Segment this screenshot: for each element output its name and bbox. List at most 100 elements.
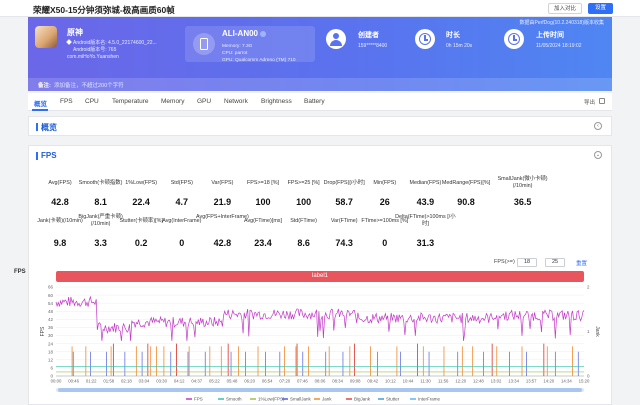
fps-threshold-max-input[interactable]: 25 (545, 258, 565, 267)
tab-gpu[interactable]: GPU (197, 98, 212, 105)
active-tab-indicator (32, 109, 48, 111)
metric-label: Delta(FTime)>100ms [/小时] (395, 214, 456, 227)
tab-cpu[interactable]: CPU (85, 98, 99, 105)
duration-label: 时长 (446, 32, 460, 39)
metric-value: 26 (379, 197, 390, 207)
upload-label: 上传时间 (536, 32, 564, 39)
metric-label: Std(FPS) (170, 180, 193, 186)
metric-value: 74.3 (335, 238, 353, 248)
tab-network[interactable]: Network (224, 98, 248, 105)
android-version-name: Android版本名: 4.5.0_22174600_22... (73, 40, 157, 46)
metric-value: 21.9 (213, 197, 232, 207)
time-range-handle[interactable] (58, 388, 582, 392)
metric-value: 42.8 (213, 238, 232, 248)
metric-value: 42.8 (51, 197, 69, 207)
metric-label: Avg(FTime)[ms] (243, 218, 283, 224)
metric-label: Var(FPS) (211, 180, 234, 186)
device-cpu: CPU: parrot (222, 51, 248, 56)
metric-label: FPS>=25 [%] (287, 180, 320, 186)
metric-label: 1%Low(FPS) (125, 180, 158, 186)
phone-icon (193, 33, 215, 55)
add-compare-button[interactable]: 加入对比 (548, 3, 583, 14)
overview-title: 概览 (41, 123, 57, 132)
metric-label: Min(FPS) (373, 180, 397, 186)
metric-value: 58.7 (335, 197, 353, 207)
panel-accent (36, 152, 38, 160)
metric-value: 8.6 (297, 238, 310, 248)
label-bar[interactable]: label1 (56, 271, 584, 282)
device-memory: Memory: 7.3G (222, 44, 253, 49)
metric-label: BigJank(严重卡顿)(/10min) (78, 214, 123, 227)
notes-bar[interactable]: 备注: 添加备注，不超过200个字符 (28, 78, 612, 91)
metric-label: FTime>=100ms [%] (361, 218, 409, 224)
tab-battery[interactable]: Battery (304, 98, 325, 105)
metric-label: Jank(卡顿)(/10min) (37, 218, 83, 224)
android-version-code: Android版本号: 765 (73, 47, 117, 53)
metric-value: 90.8 (457, 197, 475, 207)
metric-label: SmallJank(微小卡顿)(/10min) (497, 176, 548, 189)
metric-label: FPS>=18 [%] (246, 180, 280, 186)
overview-panel: 概览 ‹ (28, 116, 612, 136)
creator-value: 159*****8400 (358, 43, 388, 49)
fps-threshold-min-input[interactable]: 18 (517, 258, 537, 267)
settings-button[interactable]: 设置 (588, 3, 614, 14)
clock-icon (415, 29, 435, 49)
export-button[interactable]: 导出 (583, 100, 595, 106)
tab-temperature[interactable]: Temperature (112, 98, 149, 105)
metric-label: Avg(FPS) (48, 180, 72, 186)
tab-memory[interactable]: Memory (161, 98, 185, 105)
fps-chart-title: FPS (14, 269, 26, 275)
metric-value: 22.4 (132, 197, 150, 207)
metric-label: Drop(FPS)[/小时] (323, 180, 365, 186)
tab-brightness[interactable]: Brightness (261, 98, 292, 105)
upload-value: 11/05/2024 18:19:02 (536, 43, 582, 49)
export-icon[interactable] (599, 98, 605, 104)
metric-value: 43.9 (416, 197, 435, 207)
metric-value: 100 (296, 197, 312, 207)
android-icon (66, 39, 72, 45)
verified-icon (260, 30, 267, 37)
user-icon (326, 29, 346, 49)
report-header: 数据由PerfDog(10.2.240318)版本收集 原神 Android版本… (28, 17, 612, 91)
device-gpu: GPU: Qualcomm Adreno (TM) 710 (222, 58, 296, 63)
metric-value: 4.7 (175, 197, 189, 207)
fps-threshold-label: FPS(>=) (494, 259, 515, 265)
metric-value: 100 (255, 197, 271, 207)
top-bar: 荣耀X50-15分钟须弥城-极高画质60帧 加入对比 设置 (0, 0, 640, 17)
expand-icon[interactable]: ⌄ (594, 151, 602, 159)
metric-value: 36.5 (513, 197, 532, 207)
collector-watermark: 数据由PerfDog(10.2.240318)版本收集 (519, 20, 604, 26)
metric-value: 23.4 (254, 238, 272, 248)
metric-tabs: 概览 FPS CPU Temperature Memory GPU Networ… (28, 93, 612, 111)
reset-button[interactable]: 重置 (576, 261, 588, 267)
metric-label: Avg(InterFrame) (162, 218, 202, 224)
metric-value: 0 (179, 238, 185, 248)
creator-label: 创建者 (358, 32, 379, 39)
collapse-icon[interactable]: ‹ (594, 122, 602, 130)
metric-label: Median(FPS) (409, 180, 442, 186)
app-name: 原神 (67, 28, 83, 37)
app-avatar (35, 26, 57, 48)
duration-value: 0h 15m 20s (446, 43, 473, 49)
device-card: ALI-AN00 Memory: 7.3G CPU: parrot GPU: Q… (185, 26, 315, 63)
tab-overview[interactable]: 概览 (34, 101, 47, 108)
device-name: ALI-AN00 (222, 29, 267, 38)
metric-label: Smooth(卡顿指数) (78, 180, 123, 186)
metric-value: 3.3 (94, 238, 107, 248)
fps-panel-title: FPS (41, 151, 57, 160)
panel-accent (36, 123, 38, 131)
metric-label: Std(FTime) (290, 218, 317, 224)
tab-fps[interactable]: FPS (60, 98, 73, 105)
upload-clock-icon (504, 29, 524, 49)
notes-input[interactable]: 添加备注，不超过200个字符 (54, 83, 124, 89)
report-title: 荣耀X50-15分钟须弥城-极高画质60帧 (33, 5, 175, 15)
metric-value: 0.2 (134, 238, 148, 248)
notes-label: 备注: (38, 83, 51, 89)
metric-label: Var(FTime) (330, 218, 358, 224)
metric-label: Avg(FPS+InterFrame) (196, 214, 249, 220)
app-package: com.miHoYo.Yuanshen (67, 54, 119, 60)
metric-value: 8.1 (94, 197, 107, 207)
metric-label: MedRange(FPS)[%] (441, 180, 491, 186)
metric-value: 9.8 (53, 238, 67, 248)
metric-value: 31.3 (416, 238, 435, 248)
